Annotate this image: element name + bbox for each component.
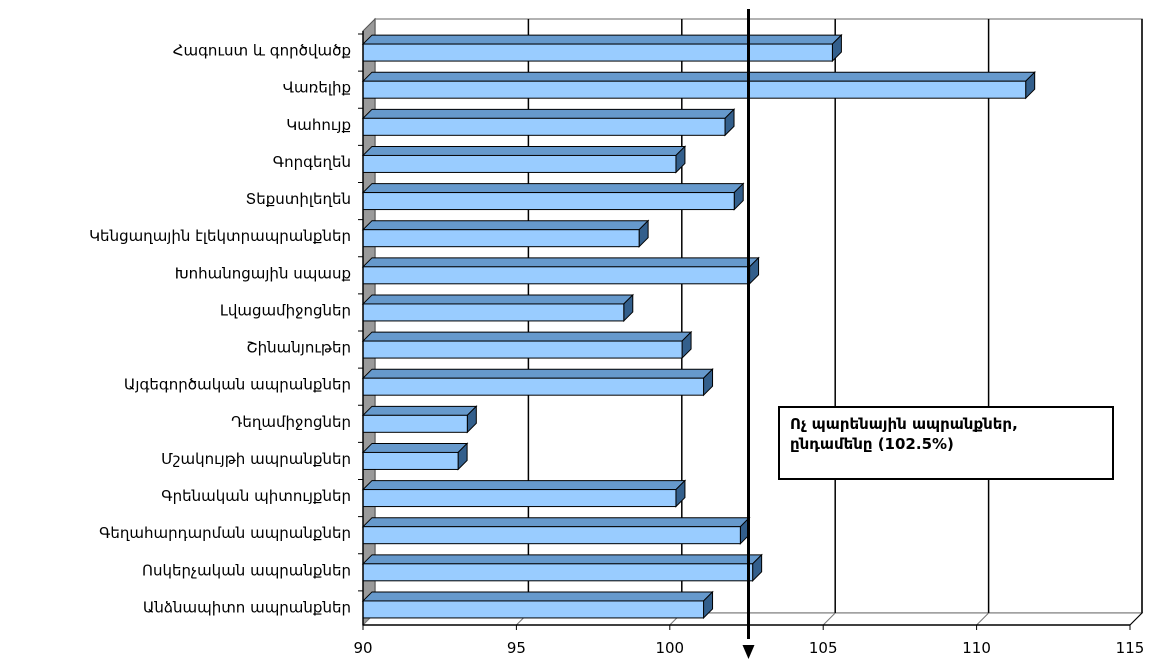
- category-label-6: Կենցաղային էլեկտրապրանքներ: [89, 227, 351, 245]
- bar-top-face: [361, 554, 763, 565]
- bar-front-face: [362, 340, 683, 359]
- bar-top-face: [361, 480, 687, 491]
- bars-group: [358, 33, 1036, 620]
- floor-gridline-105: [822, 612, 836, 626]
- bar-front-face: [362, 154, 677, 173]
- bar-1: [358, 33, 843, 63]
- annotation-line-2: ընդամենը (102.5%): [790, 435, 954, 453]
- reference-arrowhead: [742, 645, 755, 659]
- category-label-5: Տեքստիլեղեն: [246, 190, 351, 208]
- bar-top-face: [361, 71, 1036, 82]
- bar-front-face: [362, 229, 640, 248]
- x-tick-label-100: 100: [655, 639, 684, 657]
- floor-gridline-110: [976, 612, 989, 626]
- x-tick-label-115: 115: [1116, 639, 1145, 657]
- category-label-3: Կահույք: [286, 116, 351, 134]
- category-label-15: Ոսկերչական ապրանքներ: [142, 561, 351, 579]
- bar-4: [358, 144, 687, 174]
- bar-13: [358, 479, 687, 508]
- bar-top-face: [361, 591, 714, 602]
- bar-front-face: [362, 414, 468, 433]
- bar-top-face: [361, 331, 693, 342]
- bar-front-face: [362, 43, 833, 62]
- bar-14: [358, 516, 751, 545]
- bar-5: [358, 182, 745, 211]
- category-label-14: Գեղահարդարման ապրանքներ: [99, 524, 351, 542]
- category-label-8: Լվացամիջոցներ: [220, 301, 351, 319]
- bar-top-face: [361, 145, 687, 156]
- bar-7: [358, 256, 760, 286]
- annotation-line-1: Ոչ պարենային ապրանքներ,: [790, 415, 1018, 433]
- category-label-4: Գորգեղեն: [273, 153, 351, 171]
- bar-front-face: [362, 192, 735, 211]
- floor-right-edge: [1129, 612, 1143, 626]
- bar-top-face: [361, 220, 650, 231]
- category-label-2: Վառելիք: [283, 79, 351, 97]
- x-tick-label-90: 90: [353, 639, 372, 657]
- bar-front-face: [362, 80, 1027, 99]
- category-label-1: Հագուստ և գործվածք: [173, 42, 351, 60]
- bar-front-face: [362, 489, 677, 508]
- category-label-10: Այգեգործական ապրանքներ: [124, 376, 351, 394]
- category-label-9: Շինանյութեր: [246, 339, 351, 357]
- bar-3: [358, 107, 736, 137]
- bar-8: [358, 293, 634, 323]
- bar-11: [358, 404, 478, 434]
- category-label-11: Դեղամիջոցներ: [231, 413, 351, 431]
- bar-front-face: [362, 266, 751, 285]
- bar-front-face: [362, 526, 741, 545]
- bar-top-face: [361, 34, 843, 45]
- bar-top-face: [361, 294, 634, 305]
- x-tick-label-110: 110: [962, 639, 991, 657]
- category-label-16: Անձնապիտո ապրանքներ: [143, 598, 351, 616]
- bar-10: [358, 367, 714, 397]
- bar-9: [358, 330, 693, 360]
- bar-6: [358, 219, 650, 248]
- bar-top-face: [361, 442, 469, 453]
- category-labels: Հագուստ և գործվածք Վառելիք Կահույք Գորգեղեն…: [89, 42, 351, 617]
- category-label-13: Գրենական պիտույքներ: [161, 487, 351, 505]
- bar-16: [358, 590, 714, 620]
- bar-top-face: [361, 108, 736, 119]
- bar-top-face: [361, 257, 760, 268]
- category-label-12: Մշակույթի ապրանքներ: [161, 450, 351, 468]
- axes-group: [362, 31, 1143, 630]
- bar-2: [358, 70, 1036, 100]
- bar-front-face: [362, 451, 459, 470]
- bar-top-face: [361, 368, 714, 379]
- bar-12: [358, 441, 469, 471]
- x-tick-labels: 90 95 100 105 110 115: [353, 639, 1144, 657]
- bar-top-face: [361, 405, 478, 416]
- bar-15: [358, 553, 763, 583]
- bar-front-face: [362, 600, 705, 619]
- category-label-7: Խոհանոցային սպասք: [175, 264, 351, 282]
- bar-top-face: [361, 183, 745, 194]
- x-tick-label-105: 105: [809, 639, 838, 657]
- bar-front-face: [362, 117, 726, 136]
- bar-front-face: [362, 377, 705, 396]
- bar-top-face: [361, 517, 751, 528]
- reference-annotation-box: Ոչ պարենային ապրանքներ, ընդամենը (102.5%…: [778, 406, 1114, 480]
- bar-front-face: [362, 563, 754, 582]
- reference-line-group: [742, 9, 755, 659]
- bar-front-face: [362, 303, 625, 322]
- x-tick-label-95: 95: [507, 639, 526, 657]
